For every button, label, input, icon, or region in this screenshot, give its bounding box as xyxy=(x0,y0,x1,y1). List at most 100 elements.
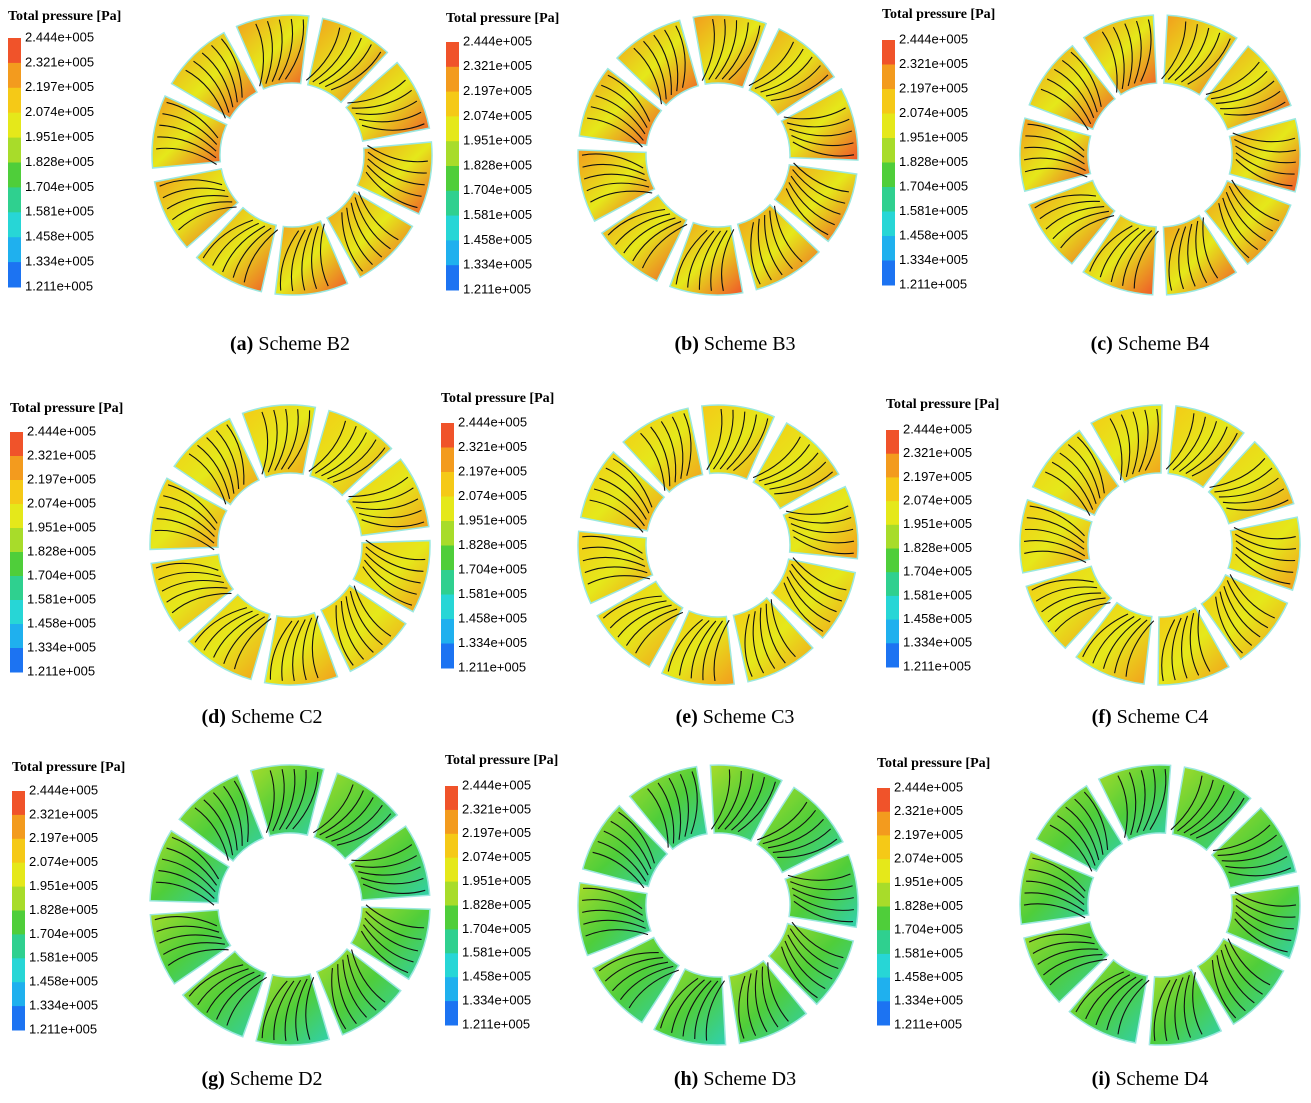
legend-title: Total pressure [Pa] xyxy=(446,11,559,26)
legend-bin xyxy=(441,644,454,669)
caption-label: (a) xyxy=(230,333,253,355)
passage xyxy=(256,974,329,1045)
legend-level: 2.444e+005 xyxy=(463,33,532,48)
legend-level: 1.458e+005 xyxy=(899,227,968,242)
legend-level: 1.211e+005 xyxy=(894,1016,962,1031)
legend-bin xyxy=(877,1001,890,1025)
legend-level: 1.211e+005 xyxy=(462,1016,530,1031)
legend-level: 1.334e+005 xyxy=(899,252,968,267)
panel: Total pressure [Pa]2.444e+0052.321e+0052… xyxy=(445,753,858,1090)
legend-level: 2.444e+005 xyxy=(27,423,96,438)
legend-bin xyxy=(886,572,899,596)
panel: Total pressure [Pa]2.444e+0052.321e+0052… xyxy=(446,11,858,355)
legend-level: 1.334e+005 xyxy=(27,639,96,654)
legend-level: 1.828e+005 xyxy=(29,902,98,917)
legend-bin xyxy=(441,497,454,522)
legend-bin xyxy=(446,116,459,141)
legend-level: 1.704e+005 xyxy=(27,567,96,582)
legend-level: 1.334e+005 xyxy=(25,254,94,269)
legend-level: 2.074e+005 xyxy=(894,851,963,866)
legend-level: 1.211e+005 xyxy=(899,276,967,291)
legend-level: 1.704e+005 xyxy=(903,564,972,579)
legend-level: 1.951e+005 xyxy=(462,873,531,888)
legend-level: 2.444e+005 xyxy=(458,414,527,429)
legend-level: 2.444e+005 xyxy=(903,421,972,436)
legend-level: 1.951e+005 xyxy=(27,519,96,534)
legend-level: 2.197e+005 xyxy=(894,827,963,842)
legend-bin xyxy=(441,423,454,448)
legend-bin xyxy=(446,42,459,67)
legend-bin xyxy=(8,187,21,212)
legend-level: 1.828e+005 xyxy=(458,537,527,552)
legend-title: Total pressure [Pa] xyxy=(882,7,995,22)
legend-level: 1.458e+005 xyxy=(894,969,963,984)
legend-bin xyxy=(886,454,899,478)
caption: (c) Scheme B4 xyxy=(1091,333,1210,355)
legend-level: 1.951e+005 xyxy=(458,512,527,527)
legend-bin xyxy=(445,858,458,882)
legend-level: 1.211e+005 xyxy=(463,281,531,296)
caption-text: Scheme B3 xyxy=(704,333,796,355)
legend-bin xyxy=(445,977,458,1001)
legend-level: 1.581e+005 xyxy=(899,203,968,218)
caption-label: (i) xyxy=(1092,1068,1111,1090)
legend-bin xyxy=(445,882,458,906)
legend-bin xyxy=(446,240,459,265)
caption-label: (d) xyxy=(201,706,225,728)
legend-bin xyxy=(10,480,23,505)
legend-bin xyxy=(882,261,895,286)
legend-level: 1.334e+005 xyxy=(458,635,527,650)
legend-bin xyxy=(441,521,454,546)
legend-bin xyxy=(886,620,899,644)
legend-bin xyxy=(10,528,23,553)
legend-bin xyxy=(446,141,459,166)
legend-bin xyxy=(886,477,899,501)
legend-level: 1.951e+005 xyxy=(25,129,94,144)
legend-level: 2.321e+005 xyxy=(899,56,968,71)
legend-bin xyxy=(12,887,25,911)
legend-bin xyxy=(441,570,454,595)
passage xyxy=(1228,517,1300,590)
legend-bin xyxy=(445,1001,458,1025)
caption-text: Scheme C4 xyxy=(1117,706,1209,728)
legend-title: Total pressure [Pa] xyxy=(877,756,990,771)
caption: (i) Scheme D4 xyxy=(1092,1068,1209,1090)
legend-bin xyxy=(10,456,23,481)
legend-bin xyxy=(12,1006,25,1030)
legend-bin xyxy=(445,834,458,858)
legend-bin xyxy=(8,212,21,237)
legend-level: 2.321e+005 xyxy=(458,439,527,454)
legend-level: 2.321e+005 xyxy=(27,447,96,462)
panel: Total pressure [Pa]2.444e+0052.321e+0052… xyxy=(12,760,430,1090)
legend-level: 1.581e+005 xyxy=(458,586,527,601)
caption-label: (b) xyxy=(674,333,698,355)
legend-bin xyxy=(8,88,21,113)
legend-bin xyxy=(877,859,890,883)
legend-bin xyxy=(877,978,890,1002)
legend-level: 1.951e+005 xyxy=(899,129,968,144)
legend-level: 2.321e+005 xyxy=(29,806,98,821)
legend-level: 1.211e+005 xyxy=(903,658,971,673)
legend-title: Total pressure [Pa] xyxy=(445,753,558,768)
legend-level: 1.828e+005 xyxy=(903,540,972,555)
panel: Total pressure [Pa]2.444e+0052.321e+0052… xyxy=(8,9,432,355)
legend-level: 2.197e+005 xyxy=(463,83,532,98)
legend-level: 1.828e+005 xyxy=(462,897,531,912)
caption-label: (c) xyxy=(1091,333,1113,355)
legend-bin xyxy=(446,92,459,117)
legend-bin xyxy=(877,812,890,836)
legend-level: 2.197e+005 xyxy=(903,469,972,484)
legend-bin xyxy=(10,624,23,649)
legend-level: 1.581e+005 xyxy=(462,945,531,960)
caption-text: Scheme D3 xyxy=(703,1068,796,1090)
legend-level: 1.704e+005 xyxy=(462,921,531,936)
caption: (g) Scheme D2 xyxy=(201,1068,322,1090)
legend-level: 1.828e+005 xyxy=(27,543,96,558)
legend-level: 1.828e+005 xyxy=(899,154,968,169)
legend-level: 2.321e+005 xyxy=(903,445,972,460)
legend-level: 1.334e+005 xyxy=(894,993,963,1008)
caption-text: Scheme C2 xyxy=(231,706,323,728)
legend-level: 1.211e+005 xyxy=(458,659,526,674)
legend-bin xyxy=(8,163,21,188)
legend-bin xyxy=(8,237,21,262)
